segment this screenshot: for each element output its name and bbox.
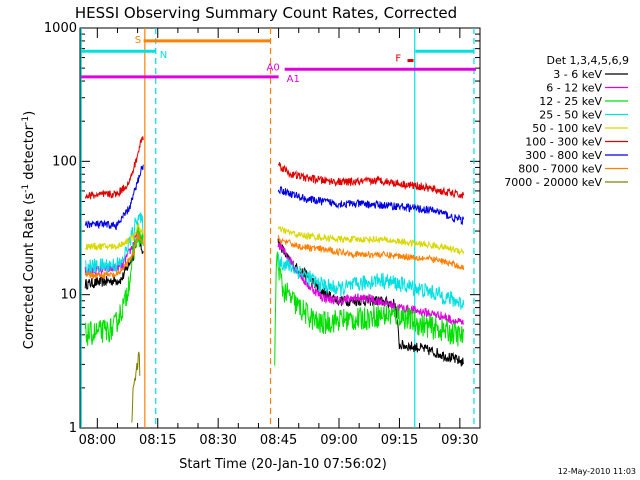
y-tick-label: 1000 <box>44 21 77 36</box>
series-line <box>84 212 465 310</box>
y-tick-label: 100 <box>52 154 77 169</box>
series-line <box>84 231 465 279</box>
legend-entry-label: 800 - 7000 keV <box>518 163 602 176</box>
legend-entry-label: 50 - 100 keV <box>532 122 602 135</box>
x-tick-label: 09:15 <box>381 433 418 448</box>
legend-entry-label: 25 - 50 keV <box>539 109 602 122</box>
flag-label: S <box>135 35 141 46</box>
series-line <box>84 164 465 231</box>
legend-entry-label: 300 - 800 keV <box>525 149 602 162</box>
chart-title: HESSI Observing Summary Count Rates, Cor… <box>75 4 457 22</box>
legend-entry-label: 6 - 12 keV <box>546 82 602 95</box>
plot-content <box>80 28 476 428</box>
x-tick-label: 08:30 <box>199 433 236 448</box>
footer-date: 12-May-2010 11:03 <box>558 467 636 476</box>
flag-label: F <box>395 54 401 65</box>
flag-label: N <box>160 50 167 61</box>
series-line <box>85 224 465 256</box>
legend-entry-label: 12 - 25 keV <box>539 95 602 108</box>
legend-entry-label: 7000 - 20000 keV <box>504 176 602 189</box>
x-tick-label: 09:30 <box>441 433 478 448</box>
y-tick-label: 10 <box>60 288 77 303</box>
legend-entry-label: 3 - 6 keV <box>553 68 602 81</box>
series-line <box>84 136 465 200</box>
x-tick-label: 08:45 <box>260 433 297 448</box>
y-tick-label: 1 <box>69 421 77 436</box>
x-tick-label: 09:00 <box>320 433 357 448</box>
x-tick-label: 08:15 <box>139 433 176 448</box>
flag-label: A0 <box>267 62 280 73</box>
x-tick-label: 08:00 <box>79 433 116 448</box>
plot-area: 1 10 100 1000 08:00 08:15 08:30 08:45 09:00 09:15… <box>44 21 481 448</box>
x-axis-label: Start Time (20-Jan-10 07:56:02) <box>179 457 387 472</box>
flag-label: A1 <box>287 74 300 85</box>
legend-title: Det 1,3,4,5,6,9 <box>546 54 629 67</box>
y-axis-label: Corrected Count Rate (s-1 detector-1) <box>21 111 37 349</box>
plot-frame <box>79 27 481 429</box>
series-line <box>131 351 141 423</box>
legend-entry-label: 100 - 300 keV <box>525 136 602 149</box>
series-line <box>84 221 465 366</box>
